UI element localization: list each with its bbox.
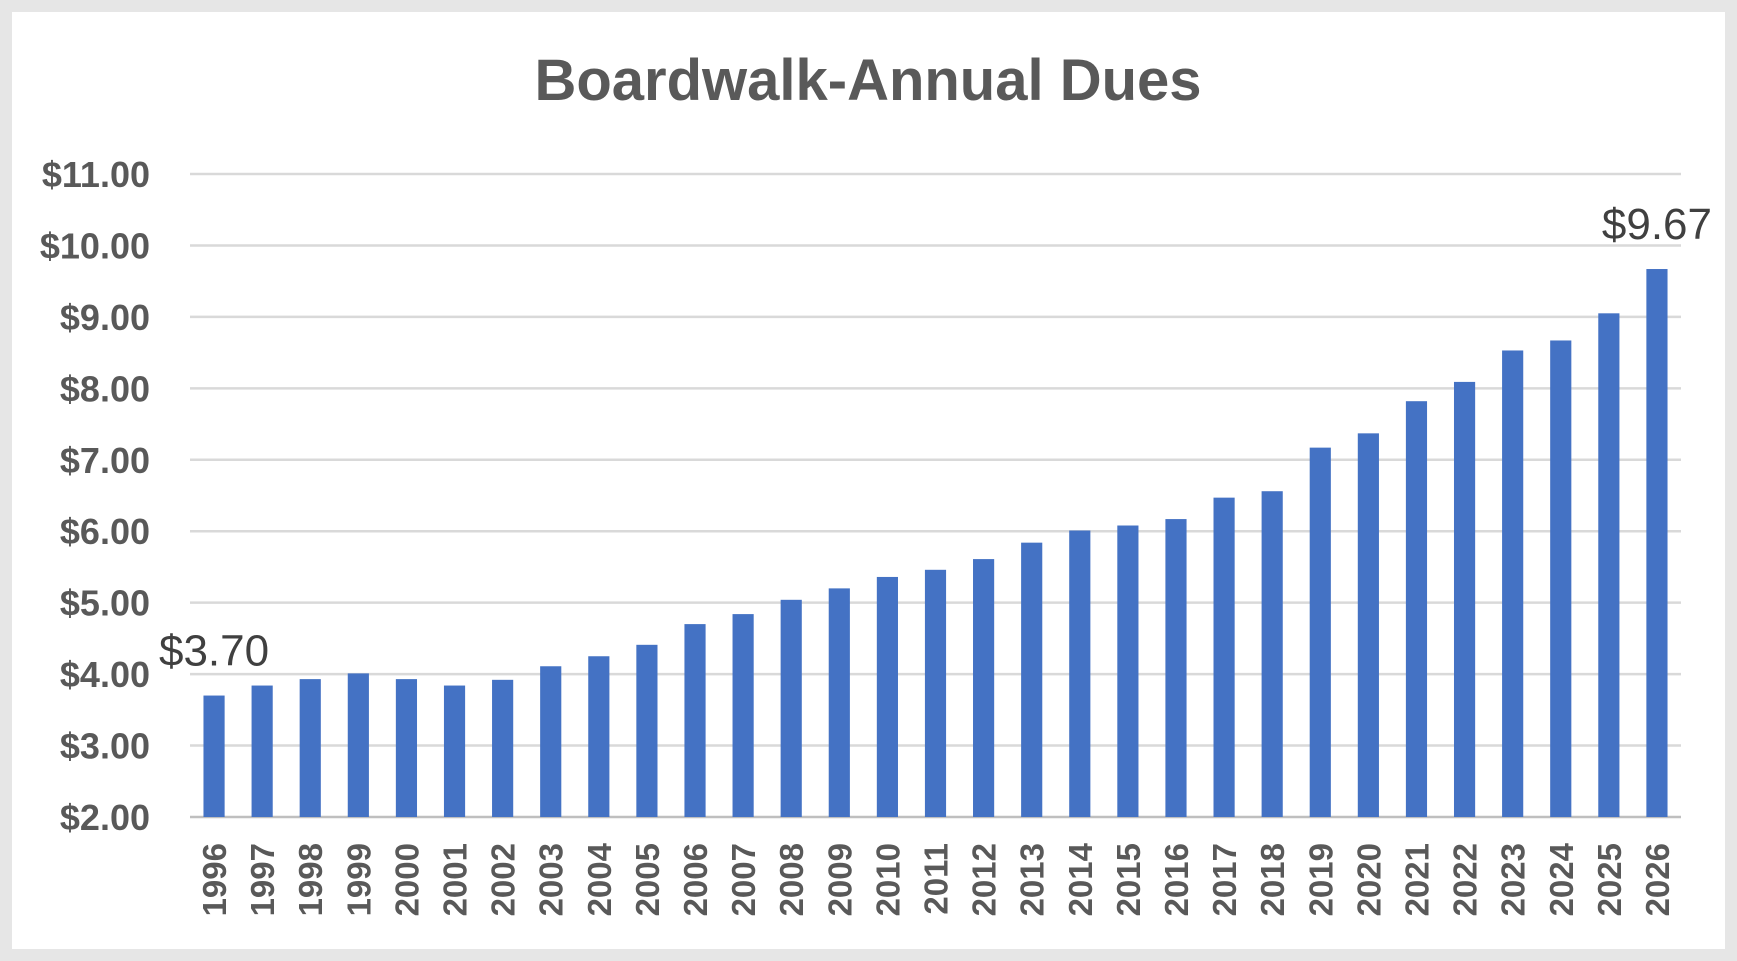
bar	[1069, 530, 1091, 817]
bar	[1550, 340, 1572, 817]
bar	[443, 685, 466, 817]
x-tick-label: 1997	[244, 843, 281, 916]
bar	[395, 679, 418, 817]
x-tick-label: 2015	[1110, 843, 1147, 916]
bar	[588, 656, 610, 817]
chart-title: Boardwalk-Annual Dues	[534, 48, 1201, 113]
bar	[1502, 350, 1524, 817]
y-tick-label: $3.00	[60, 726, 150, 767]
x-tick-label: 2024	[1543, 842, 1580, 916]
bar	[347, 673, 369, 817]
x-tick-label: 2004	[581, 842, 618, 916]
bar	[1261, 491, 1283, 817]
bar	[1453, 381, 1476, 817]
x-tick-label: 2009	[821, 843, 858, 916]
x-tick-label: 1998	[292, 843, 329, 916]
x-tick-label: 2007	[725, 843, 762, 916]
bar	[973, 559, 995, 817]
bar	[251, 685, 273, 817]
bar	[203, 695, 225, 817]
x-tick-label: 1996	[196, 843, 233, 916]
y-tick-label: $11.00	[42, 154, 150, 195]
x-tick-label: 2003	[533, 843, 570, 916]
x-tick-label: 2000	[388, 843, 425, 916]
bar	[1213, 497, 1235, 817]
bar	[1309, 447, 1331, 817]
bar	[1117, 525, 1139, 817]
x-tick-label: 2026	[1639, 843, 1676, 916]
data-label: $9.67	[1602, 200, 1712, 249]
bar	[1165, 519, 1187, 817]
bar	[732, 614, 754, 817]
bars	[203, 269, 1668, 817]
x-tick-label: 2008	[773, 843, 810, 916]
x-tick-label: 2013	[1014, 843, 1051, 916]
x-tick-label: 2011	[918, 843, 955, 915]
bar	[1357, 433, 1379, 817]
bar	[636, 644, 658, 817]
bar	[684, 624, 706, 817]
bar	[299, 679, 321, 817]
x-tick-label: 2006	[677, 843, 714, 916]
y-tick-label: $9.00	[60, 297, 150, 338]
x-tick-label: 2019	[1302, 843, 1339, 916]
bar	[1021, 542, 1043, 817]
y-tick-label: $8.00	[60, 368, 150, 409]
y-tick-label: $2.00	[60, 797, 150, 838]
x-tick-label: 2018	[1254, 843, 1291, 916]
bar	[492, 679, 514, 817]
y-tick-label: $7.00	[60, 440, 150, 481]
x-tick-label: 2022	[1447, 843, 1484, 916]
x-tick-label: 2012	[966, 843, 1003, 916]
x-tick-label: 1999	[340, 843, 377, 916]
bar	[1405, 401, 1428, 817]
x-tick-label: 2025	[1591, 843, 1628, 916]
bar	[828, 588, 850, 817]
y-tick-label: $5.00	[60, 583, 150, 624]
x-tick-label: 2001	[437, 843, 474, 916]
y-tick-label: $10.00	[40, 225, 150, 266]
x-tick-label: 2014	[1062, 842, 1099, 916]
x-tick-label: 2005	[629, 843, 666, 916]
y-axis-tick-labels: $2.00 $3.00 $4.00 $5.00 $6.00 $7.00 $8.00 $9.00…	[40, 154, 150, 838]
bar	[1646, 269, 1668, 817]
bar	[540, 666, 562, 817]
x-axis-tick-labels: 1996 1997 1998 1999 2000 2001 2002 2003 2004 2005…	[196, 842, 1676, 916]
data-label: $3.70	[159, 627, 269, 676]
y-tick-label: $4.00	[60, 654, 150, 695]
x-tick-label: 2020	[1350, 843, 1387, 916]
x-tick-label: 2002	[485, 843, 522, 916]
bar	[924, 569, 947, 817]
data-labels: $3.70 $9.67	[159, 200, 1712, 676]
y-tick-label: $6.00	[60, 511, 150, 552]
bar	[1598, 313, 1620, 817]
x-tick-label: 2010	[869, 843, 906, 916]
bar	[876, 576, 898, 817]
bar	[780, 599, 802, 817]
x-tick-label: 2023	[1495, 843, 1532, 916]
x-tick-label: 2021	[1398, 843, 1435, 916]
x-tick-label: 2016	[1158, 843, 1195, 916]
x-tick-label: 2017	[1206, 843, 1243, 916]
